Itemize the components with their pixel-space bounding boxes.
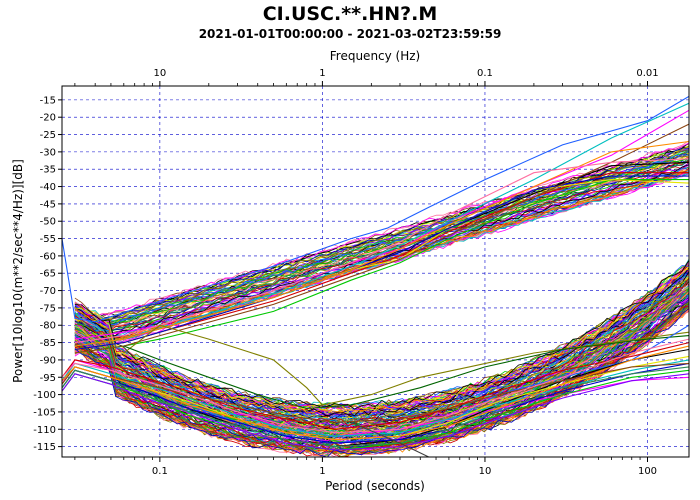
- y-tick-label: -25: [40, 130, 56, 141]
- band-line: [74, 268, 689, 414]
- band-line: [74, 264, 689, 413]
- y-tick-label: -50: [40, 217, 56, 228]
- series-line: [350, 421, 431, 457]
- series-line: [62, 366, 689, 448]
- x-tick-label: 10: [479, 466, 492, 477]
- band-line: [74, 150, 689, 335]
- top-tick-label: 0.01: [636, 68, 658, 79]
- band-line: [74, 260, 689, 410]
- y-tick-label: -70: [40, 286, 56, 297]
- y-tick-label: -30: [40, 147, 56, 158]
- y-tick-label: -75: [40, 303, 56, 314]
- series-line: [74, 175, 689, 351]
- band-line: [74, 281, 689, 428]
- series-line: [62, 95, 689, 323]
- y-tick-label: -40: [40, 182, 56, 193]
- series-line: [123, 335, 689, 410]
- axes: -115 -110 -105 -100 -95 -90 -85 -80 -75 -70 -65 -60…: [33, 68, 658, 477]
- y-axis-label: Power[10log10(m**2/sec**4/Hz)][dB]: [11, 159, 25, 383]
- band-line: [74, 154, 689, 337]
- plot-frame: [61, 85, 690, 458]
- band-line: [74, 270, 689, 418]
- band-line: [74, 171, 689, 352]
- band-line: [74, 266, 689, 413]
- series-line: [62, 342, 689, 430]
- y-tick-label: -20: [40, 113, 56, 124]
- x-tick-label: 1: [319, 466, 325, 477]
- series-line: [62, 345, 689, 441]
- top-axis-label: Frequency (Hz): [330, 49, 421, 63]
- y-tick-label: -95: [40, 373, 56, 384]
- chart-title: CI.USC.**.HN?.M: [263, 3, 438, 25]
- y-tick-label: -110: [33, 425, 56, 436]
- y-tick-label: -80: [40, 321, 56, 332]
- top-tick-label: 10: [153, 68, 166, 79]
- x-tick-label: 0.1: [152, 466, 168, 477]
- y-tick-label: -115: [33, 442, 56, 453]
- series-line: [62, 338, 689, 434]
- y-tick-label: -55: [40, 234, 56, 245]
- band-line: [74, 287, 689, 438]
- y-tick-label: -85: [40, 338, 56, 349]
- y-tick-label: -100: [33, 390, 56, 401]
- band-line: [74, 268, 689, 416]
- series-line: [62, 373, 689, 451]
- y-tick-label: -90: [40, 355, 56, 366]
- y-tick-label: -60: [40, 251, 56, 262]
- x-axis-label: Period (seconds): [325, 479, 425, 493]
- y-tick-label: -65: [40, 269, 56, 280]
- top-tick-label: 1: [319, 68, 325, 79]
- y-tick-label: -35: [40, 165, 56, 176]
- series-line: [123, 324, 689, 406]
- x-tick-label: 100: [638, 466, 657, 477]
- top-tick-label: 0.1: [477, 68, 493, 79]
- y-tick-label: -15: [40, 95, 56, 106]
- band-line: [74, 155, 689, 336]
- series-line: [74, 179, 689, 354]
- y-tick-label: -105: [33, 407, 56, 418]
- series-line: [74, 123, 689, 354]
- band-line: [74, 157, 689, 339]
- series-line: [74, 140, 689, 347]
- chart-subtitle: 2021-01-01T00:00:00 - 2021-03-02T23:59:5…: [199, 27, 502, 41]
- series-line: [74, 158, 689, 344]
- band-line: [74, 146, 689, 332]
- band-line: [74, 164, 689, 347]
- band-line: [74, 267, 689, 417]
- y-tick-label: -45: [40, 199, 56, 210]
- series-line: [62, 362, 689, 423]
- series-line: [62, 359, 689, 437]
- band-line: [74, 140, 689, 323]
- series-group: [62, 95, 689, 457]
